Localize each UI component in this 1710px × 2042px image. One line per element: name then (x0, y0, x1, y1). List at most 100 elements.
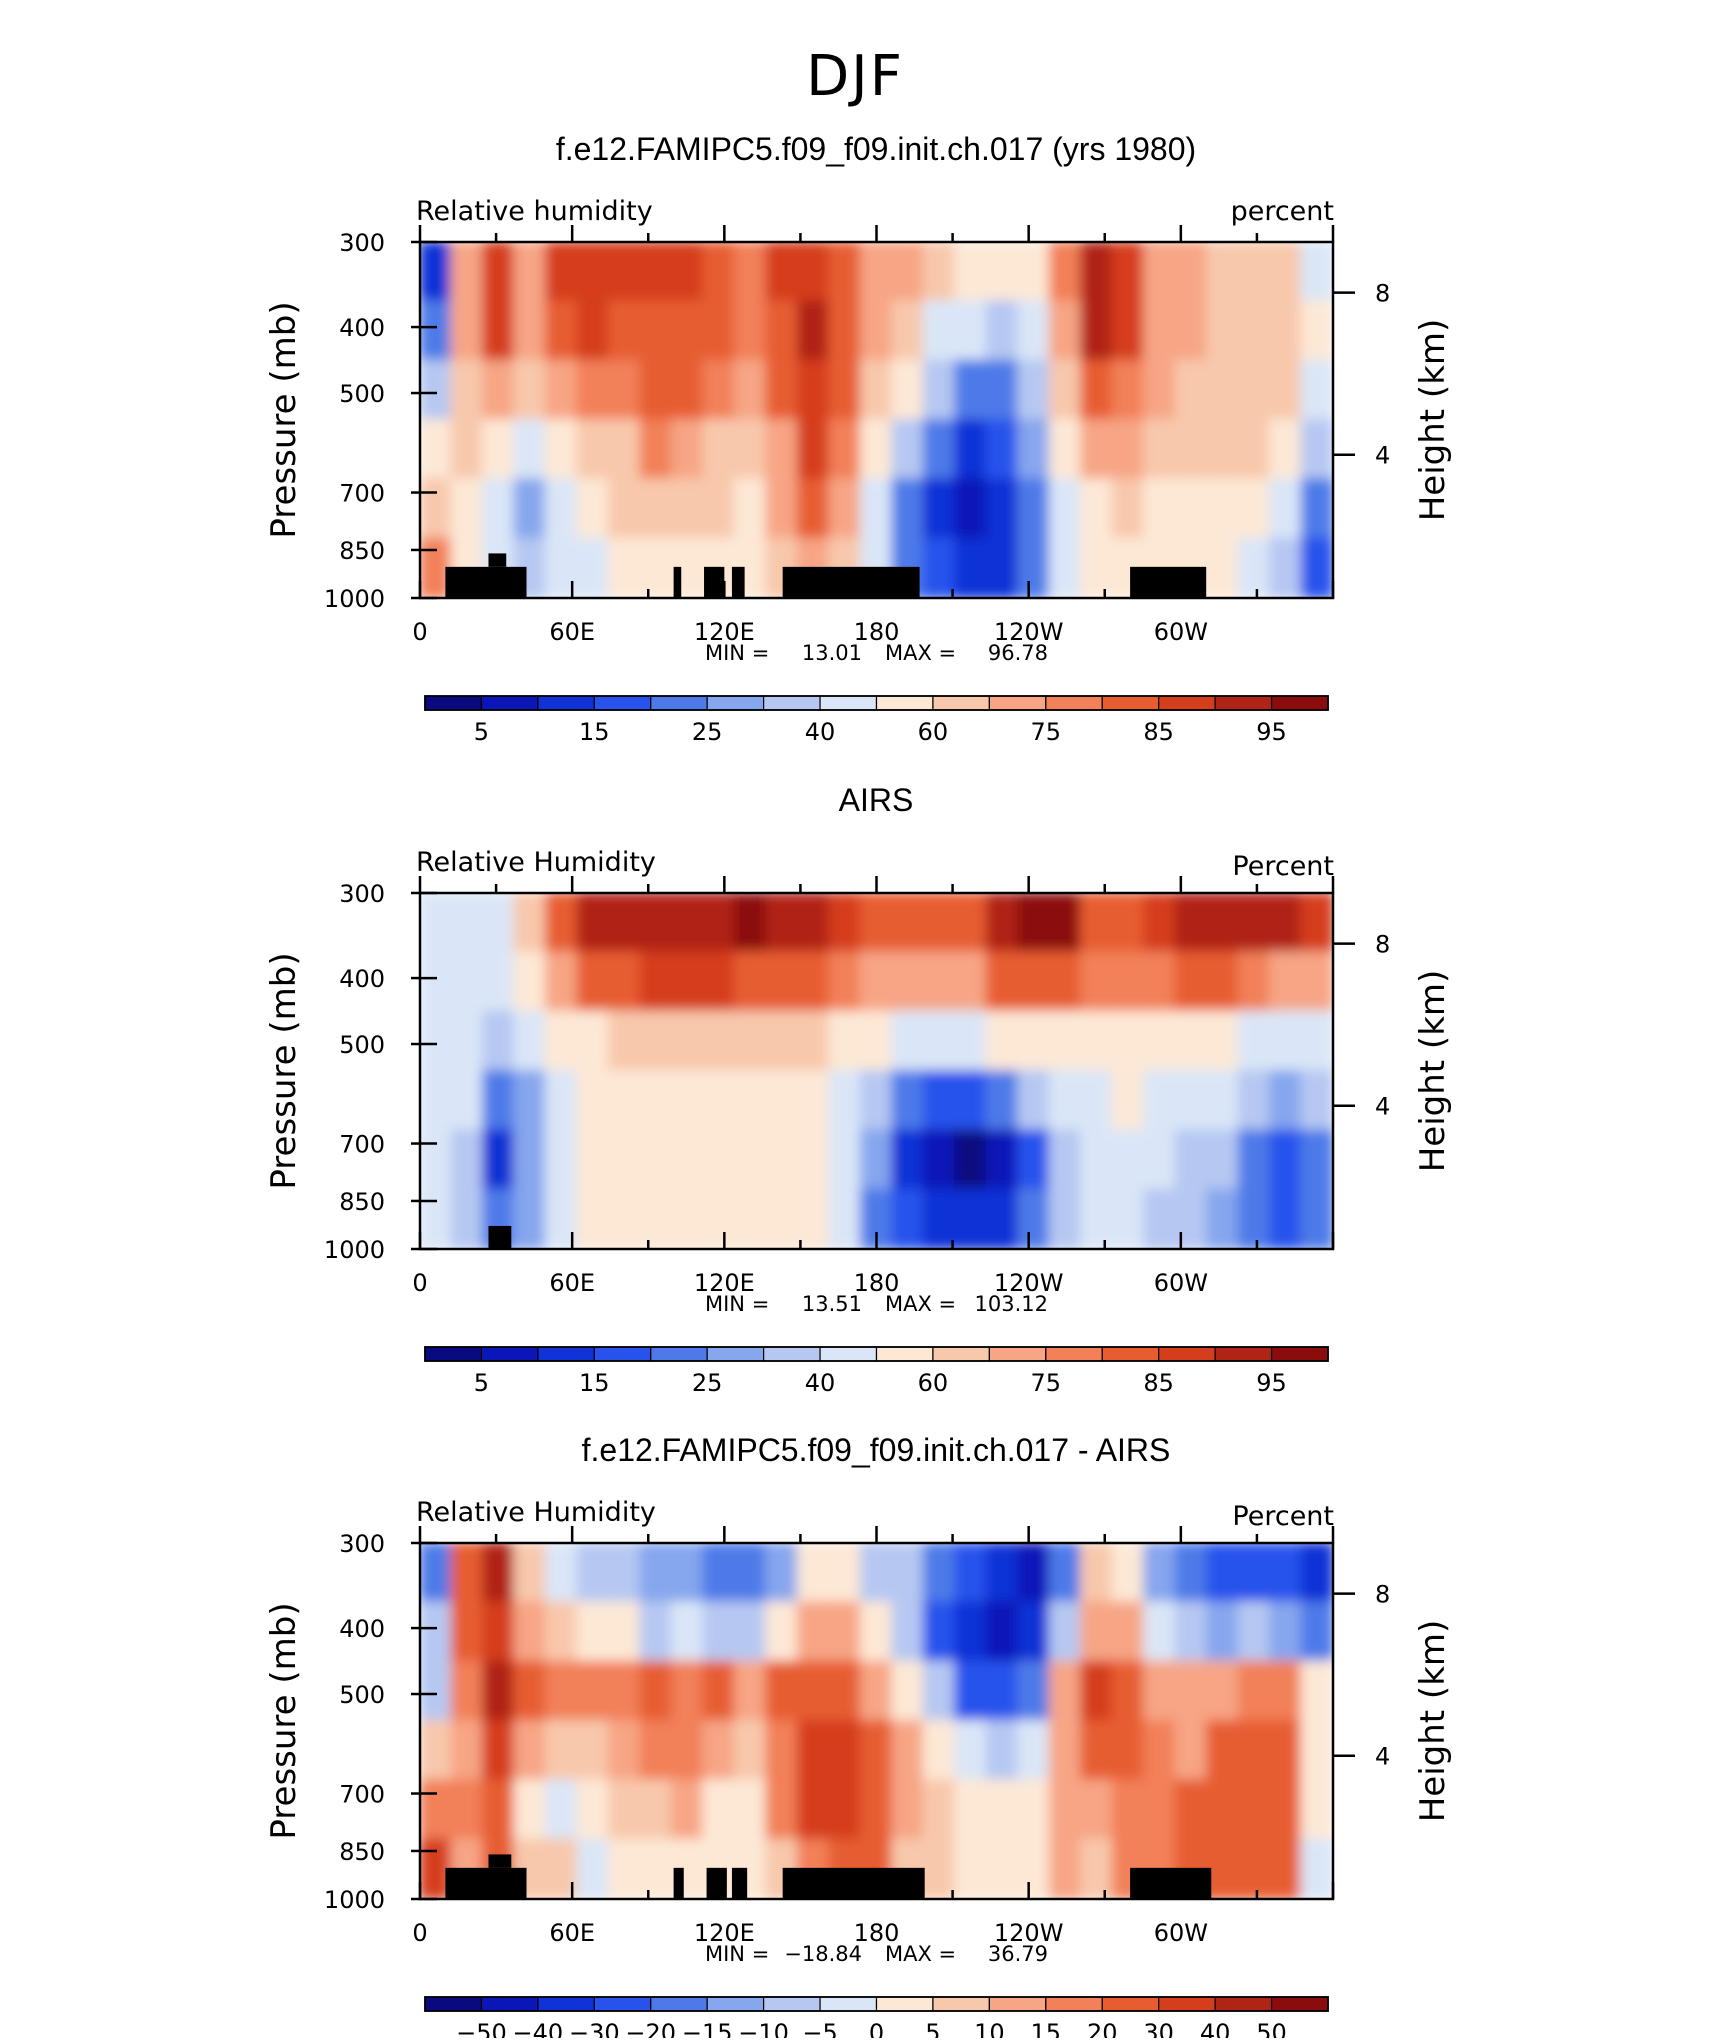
contour-cell (1080, 1601, 1114, 1663)
contour-cell (1080, 1838, 1114, 1899)
contour-cell (576, 1188, 610, 1249)
colorbar-label: −15 (682, 2019, 733, 2038)
contour-cell (922, 1779, 957, 1841)
contour-cell (544, 1779, 579, 1841)
contour-cell (1017, 1838, 1051, 1899)
contour-cell (420, 893, 453, 954)
contour-cell (607, 1720, 642, 1782)
colorbar-swatch (593, 1346, 652, 1362)
contour-cell (1017, 1601, 1051, 1663)
contour-cell (1017, 478, 1051, 540)
x-tick-label: 120W (994, 1269, 1064, 1297)
contour-cell (954, 242, 988, 303)
y-tick-label: 500 (339, 380, 385, 408)
contour-cell (450, 1010, 484, 1072)
contour-cell (450, 242, 484, 303)
contour-cell (513, 419, 547, 481)
min-value: −18.84 (784, 1942, 862, 1966)
contour-cell (985, 300, 1020, 362)
contour-cell (670, 419, 705, 481)
contour-cell (859, 300, 894, 362)
colorbar-frame (424, 695, 1329, 711)
y-tick-label: 300 (339, 880, 385, 908)
contour-cell (702, 300, 736, 362)
contour-cell (1206, 478, 1240, 540)
contour-cell (1237, 359, 1272, 421)
contour-cell (1300, 1779, 1333, 1841)
contour-cell (1237, 419, 1272, 481)
contour-cell (954, 1779, 988, 1841)
contour-cell (702, 359, 736, 421)
colorbar-swatch (819, 1346, 878, 1362)
y-axis-title: Pressure (mb) (264, 301, 304, 538)
contour-cell (1111, 478, 1146, 540)
contour-cell (1206, 242, 1240, 303)
contour-cell (1017, 300, 1051, 362)
contour-cell (985, 478, 1020, 540)
contour-cell (1080, 537, 1114, 598)
contour-cell (891, 1070, 925, 1132)
contour-cell (985, 1660, 1020, 1722)
min-label: MIN = (705, 1292, 769, 1316)
min-label: MIN = (705, 641, 769, 665)
contour-cell (1143, 1601, 1177, 1663)
contour-cell (828, 1188, 862, 1249)
min-label: MIN = (705, 1942, 769, 1966)
x-tick-label: 60W (1154, 618, 1208, 646)
max-value: 103.12 (975, 1292, 1048, 1316)
contour-cell (1269, 1010, 1303, 1072)
contour-cell (639, 242, 673, 303)
contour-cell (1174, 1720, 1209, 1782)
y-axis-title: Pressure (mb) (264, 1602, 304, 1839)
contour-cell (670, 893, 705, 954)
y2-tick-label: 4 (1375, 442, 1390, 470)
contour-cell (1300, 1720, 1333, 1782)
contour-cell (702, 242, 736, 303)
colorbar-swatch (763, 695, 821, 711)
contour-cell (954, 1010, 988, 1072)
contour-cell (482, 1660, 516, 1722)
colorbar-swatch (1158, 1996, 1216, 2012)
x-tick-label: 120W (994, 1919, 1064, 1947)
colorbar-swatch (1214, 695, 1273, 711)
colorbar-label: 40 (805, 718, 836, 746)
contour-cell (1269, 300, 1303, 362)
contour-cell (1048, 1070, 1083, 1132)
y-tick-label: 1000 (324, 585, 385, 613)
colorbar-label: 15 (579, 1369, 610, 1397)
contour-cell (922, 300, 957, 362)
contour-cell (796, 1543, 831, 1604)
contour-cell (765, 242, 799, 303)
contour-cell (1206, 1070, 1240, 1132)
contour-cell (828, 951, 862, 1013)
contour-cell (733, 1720, 768, 1782)
panel-title: AIRS (839, 782, 914, 818)
contour-cell (1017, 359, 1051, 421)
colorbar-swatch (650, 1996, 708, 2012)
contour-cell (922, 359, 957, 421)
colorbar-label: 5 (925, 2019, 940, 2038)
contour-cell (1237, 1720, 1272, 1782)
colorbar-swatch (988, 1346, 1047, 1362)
contour-cell (513, 1070, 547, 1132)
contour-cell (733, 893, 768, 954)
contour-cell (765, 359, 799, 421)
contour-cell (922, 419, 957, 481)
contour-cell (639, 1720, 673, 1782)
contour-cell (607, 1010, 642, 1072)
contour-cell (1300, 1070, 1333, 1132)
contour-cell (1237, 537, 1272, 598)
contour-cell (985, 419, 1020, 481)
variable-label: Relative humidity (416, 196, 653, 227)
contour-cell (954, 1720, 988, 1782)
contour-cell (420, 1601, 453, 1663)
y2-axis-title: Height (km) (1413, 1620, 1453, 1823)
contour-cell (420, 951, 453, 1013)
y2-tick-label: 8 (1375, 1581, 1390, 1609)
colorbar-swatch (537, 1346, 595, 1362)
contour-field (420, 1543, 1333, 1899)
contour-cell (1080, 1543, 1114, 1604)
contour-cell (576, 1660, 610, 1722)
contour-cell (670, 1129, 705, 1191)
contour-cell (1143, 1543, 1177, 1604)
